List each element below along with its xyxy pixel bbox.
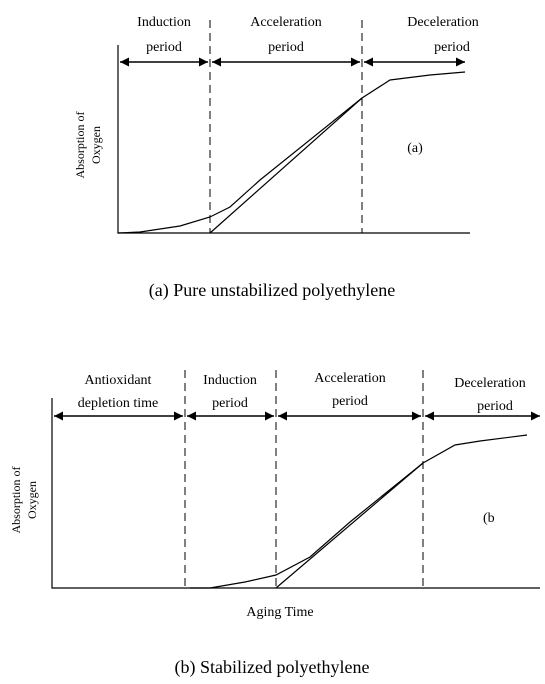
caption: (b) Stabilized polyethylene	[175, 657, 370, 678]
y-label: Oxygen	[25, 481, 39, 519]
phase-label: period	[477, 399, 513, 414]
y-label: Oxygen	[89, 126, 103, 164]
phase-label: period	[268, 40, 304, 55]
phase-label: Induction	[203, 373, 257, 388]
phase-label: Antioxidant	[85, 373, 152, 388]
tangent	[275, 462, 424, 589]
phase-label: period	[332, 394, 368, 409]
phase-label: period	[146, 40, 182, 55]
phase-label: Deceleration	[454, 376, 526, 391]
phase-label: Deceleration	[407, 15, 479, 30]
tangent	[209, 97, 363, 234]
phase-label: Induction	[137, 15, 191, 30]
y-label: Absorption of	[73, 112, 87, 179]
axes	[117, 45, 470, 234]
axes	[51, 398, 540, 589]
phase-label: Acceleration	[314, 371, 386, 386]
phase-label: period	[212, 396, 248, 411]
marker: (a)	[407, 141, 423, 156]
caption: (a) Pure unstabilized polyethylene	[149, 280, 395, 301]
panel-b: Antioxidant depletion time Induction per…	[9, 370, 540, 678]
panel-a: Induction period Acceleration period Dec…	[73, 15, 479, 301]
phase-label: Acceleration	[250, 15, 322, 30]
curve	[117, 71, 466, 234]
phase-label: depletion time	[78, 396, 158, 411]
curve	[190, 434, 528, 589]
y-label: Absorption of	[9, 467, 23, 534]
marker: (b	[483, 511, 495, 526]
phase-label: period	[434, 40, 470, 55]
x-label: Aging Time	[246, 605, 313, 620]
